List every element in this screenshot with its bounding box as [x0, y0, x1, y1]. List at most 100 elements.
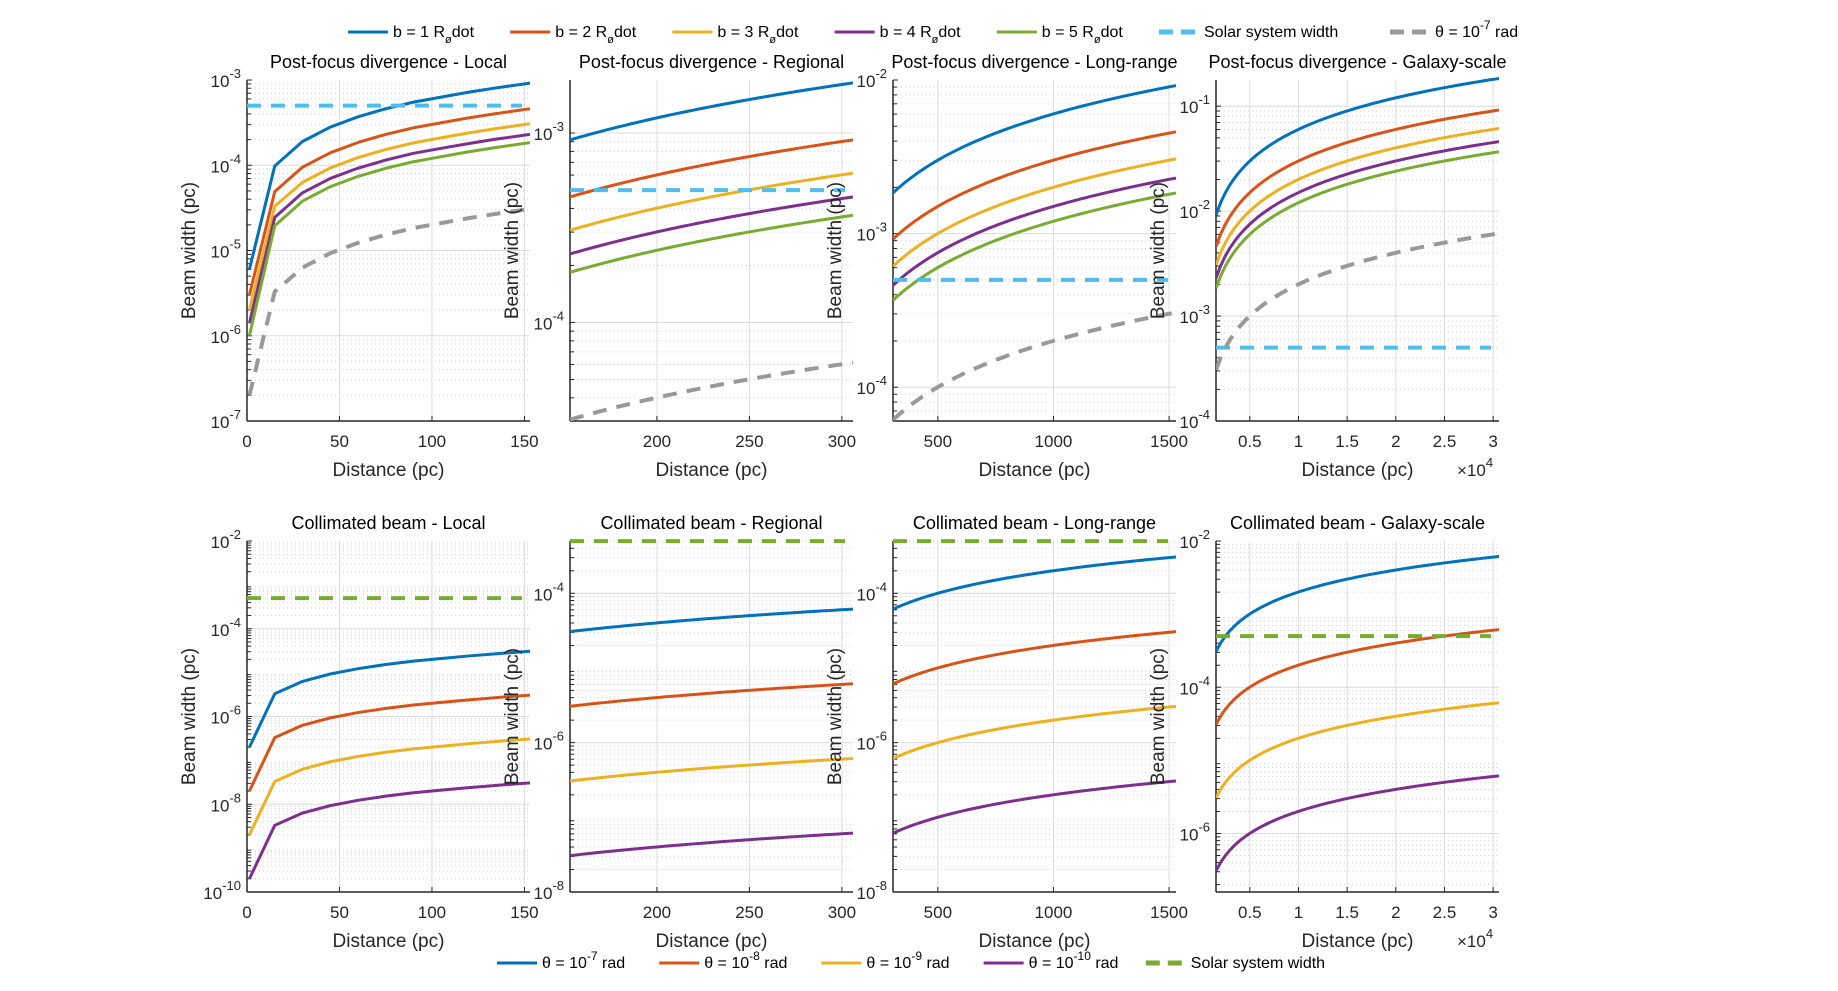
x-tick-label: 150 [510, 903, 538, 922]
series-line-b-1-r-dot [570, 81, 853, 142]
series-line-b-5-r-dot [893, 191, 1176, 302]
y-tick-label: 10-6 [534, 729, 564, 754]
x-tick-label: 1500 [1150, 903, 1188, 922]
series-line--1e-9-rad [1216, 701, 1499, 799]
series-line--1e-10-rad [248, 781, 530, 880]
series-line-b-5-r-dot [247, 141, 530, 337]
subplot-title: Post-focus divergence - Regional [579, 52, 844, 72]
y-axis-label: Beam width (pc) [1148, 648, 1169, 785]
legend-label: b = 3 Rødot [717, 24, 799, 46]
y-tick-label: 10-3 [1180, 302, 1210, 327]
series-line--1e-9-rad [893, 704, 1176, 760]
y-tick-label: 10-4 [857, 579, 887, 604]
x-tick-label: 2.5 [1433, 903, 1457, 922]
x-axis-label: Distance (pc) [979, 931, 1091, 952]
legend-label: θ = 10-10 rad [1029, 949, 1119, 972]
plot-area [1216, 76, 1499, 371]
y-tick-label: 10-4 [211, 615, 241, 640]
subplot-pf-longrange: 10-4 10-3 10-2 500 1000 1500 Distance (pc) Beam… [825, 52, 1188, 481]
legend-label: Solar system width [1191, 955, 1325, 972]
grid [247, 541, 530, 892]
legend-label: θ = 10-8 rad [704, 949, 787, 972]
legend-label: Solar system width [1204, 24, 1338, 41]
x-tick-label: 0.5 [1238, 432, 1262, 451]
x-axis-label: Distance (pc) [333, 931, 445, 952]
y-axis-label: Beam width (pc) [825, 182, 846, 319]
series-line-b-1-r-dot [247, 81, 530, 270]
series-line-b-4-r-dot [247, 132, 530, 324]
x-tick-label: 1 [1294, 903, 1303, 922]
subplot-title: Collimated beam - Regional [600, 513, 822, 533]
series-line--1e-7-rad [248, 649, 530, 748]
x-tick-label: 100 [418, 432, 446, 451]
legend-label: b = 4 Rødot [880, 24, 962, 46]
x-tick-label: 1000 [1035, 903, 1073, 922]
x-tick-label: 2 [1391, 903, 1400, 922]
y-axis-label: Beam width (pc) [179, 648, 200, 785]
legend-entry: Solar system width [1159, 24, 1338, 41]
series-line--1e-7-rad [893, 310, 1176, 421]
y-tick-label: 10-4 [534, 308, 564, 333]
series-line--1e-7-rad [247, 206, 530, 396]
plot-area [570, 81, 853, 421]
legend-entry: b = 1 Rødot [348, 24, 475, 46]
subplot-pf-galaxy: 10-4 10-3 10-2 10-1 0.5 1 1.5 2 2.5 3 Distance (pc… [1148, 52, 1507, 481]
plot-area [893, 84, 1176, 421]
subplot-col-galaxy: 10-6 10-4 10-2 0.5 1 1.5 2 2.5 3 Distance (pc) Bea… [1148, 513, 1499, 952]
x-tick-label: 50 [330, 432, 349, 451]
x-multiplier: ×104 [1457, 455, 1493, 480]
x-tick-label: 0.5 [1238, 903, 1262, 922]
legend-label: b = 2 Rødot [555, 24, 637, 46]
x-tick-label: 2 [1391, 432, 1400, 451]
series-line-b-4-r-dot [893, 176, 1176, 287]
series-line-b-4-r-dot [570, 195, 853, 256]
y-tick-label: 10-1 [1180, 92, 1210, 117]
x-tick-label: 300 [828, 432, 856, 451]
series-line--1e-10-rad [570, 831, 853, 858]
legend-label: θ = 10-7 rad [1435, 18, 1518, 41]
y-axis-label: Beam width (pc) [1148, 182, 1169, 319]
x-axis-label: Distance (pc) [656, 931, 768, 952]
x-tick-label: 1.5 [1335, 903, 1359, 922]
series-line-b-3-r-dot [893, 157, 1176, 268]
subplot-pf-regional: 10-4 10-3 200 250 300 Distance (pc) Beam width… [502, 52, 856, 481]
x-tick-label: 0 [242, 432, 251, 451]
y-tick-label: 10-4 [857, 373, 887, 398]
series-line--1e-8-rad [1216, 628, 1499, 726]
series-line-b-2-r-dot [570, 138, 853, 199]
legend-entry: b = 4 Rødot [834, 24, 962, 46]
series-line--1e-8-rad [570, 682, 853, 708]
x-tick-label: 500 [924, 432, 952, 451]
series-line--1e-7-rad [1216, 231, 1499, 371]
subplot-col-regional: 10-8 10-6 10-4 200 250 300 Distance (pc) Beam w… [502, 513, 856, 952]
series-line--1e-7-rad [570, 360, 853, 421]
series-line--1e-7-rad [570, 607, 853, 634]
x-tick-label: 250 [735, 903, 763, 922]
y-tick-label: 10-6 [211, 322, 241, 347]
x-tick-label: 150 [510, 432, 538, 451]
x-tick-label: 300 [828, 903, 856, 922]
y-tick-label: 10-6 [1180, 820, 1210, 845]
legend-label: b = 5 Rødot [1042, 24, 1124, 46]
legend-entry: θ = 10-7 rad [1390, 18, 1518, 41]
plot-area [247, 596, 530, 880]
series-line--1e-9-rad [248, 737, 530, 836]
legend-label: θ = 10-7 rad [542, 949, 625, 972]
top-legend: b = 1 Rødot b = 2 Rødot b = 3 Rødot b = 4 R… [348, 18, 1518, 46]
x-tick-label: 0 [242, 903, 251, 922]
y-tick-label: 10-3 [211, 66, 241, 91]
legend-entry: b = 3 Rødot [672, 24, 799, 46]
series-line--1e-8-rad [248, 693, 530, 792]
subplot-title: Post-focus divergence - Long-range [891, 52, 1177, 72]
grid [1216, 80, 1499, 421]
subplot-title: Post-focus divergence - Local [270, 52, 507, 72]
y-tick-label: 10-2 [857, 66, 887, 91]
x-tick-label: 3 [1488, 903, 1497, 922]
x-multiplier: ×104 [1457, 926, 1493, 951]
subplot-title: Collimated beam - Galaxy-scale [1230, 513, 1485, 533]
series-line-b-1-r-dot [893, 84, 1176, 195]
series-line-b-5-r-dot [1216, 150, 1499, 289]
plot-area [1216, 554, 1499, 872]
x-tick-label: 500 [924, 903, 952, 922]
